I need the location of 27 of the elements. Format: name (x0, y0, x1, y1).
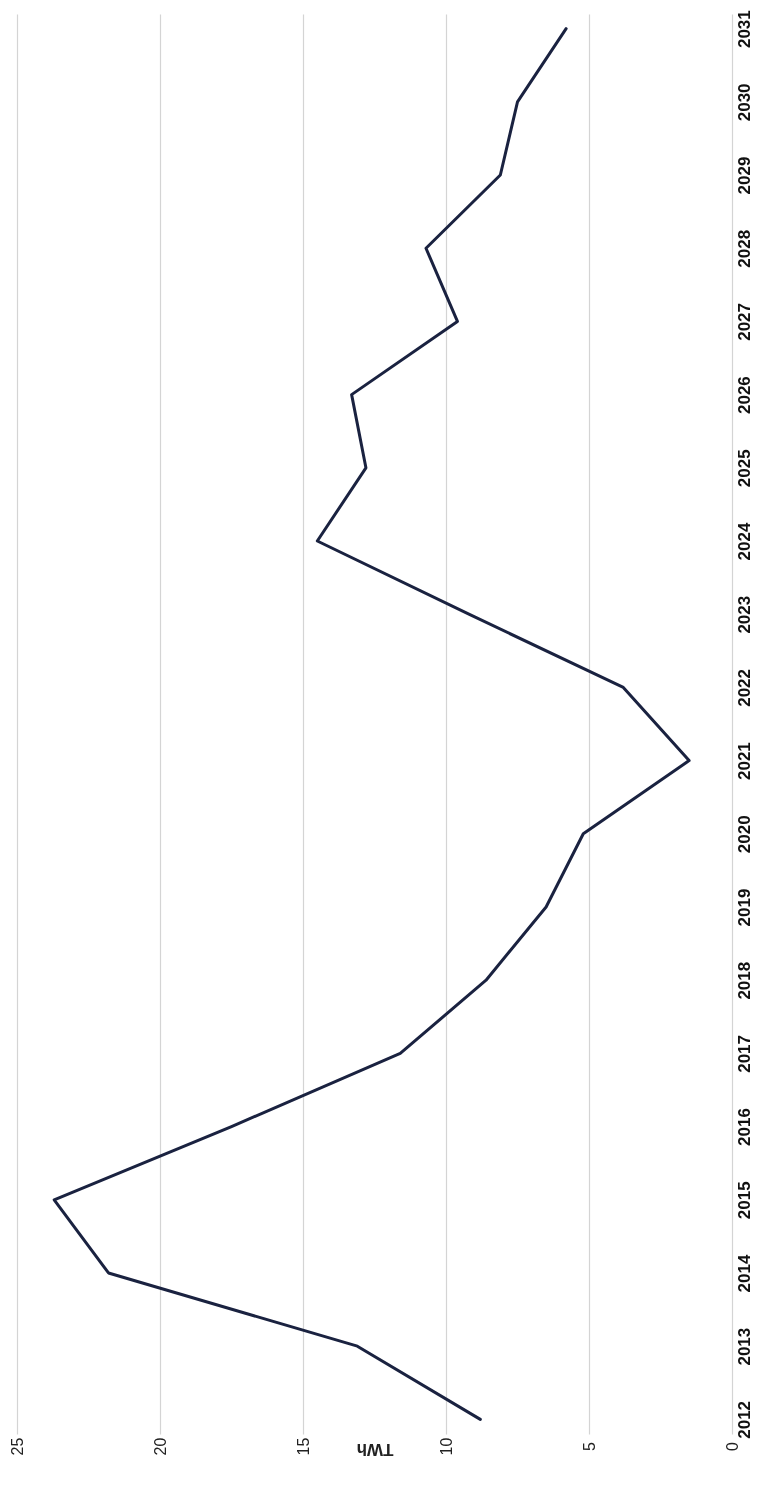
x-tick-label: 5 (580, 1441, 598, 1451)
y-tick-label: 2027 (734, 303, 754, 341)
y-tick-label: 2017 (734, 1034, 754, 1073)
y-tick-label: 2023 (734, 595, 754, 634)
x-tick-label: 20 (151, 1437, 169, 1456)
y-tick-label: 2014 (734, 1254, 754, 1293)
x-tick-label: 15 (294, 1437, 312, 1456)
y-tick-label: 2028 (734, 229, 754, 268)
x-axis-title: TWh (356, 1440, 394, 1460)
x-tick-label: 25 (8, 1437, 26, 1456)
x-tick-label: 10 (437, 1437, 455, 1456)
y-tick-label: 2020 (734, 815, 754, 854)
y-tick-label: 2030 (734, 83, 754, 122)
x-tick-label: 0 (723, 1441, 741, 1451)
y-tick-label: 2016 (734, 1108, 754, 1146)
y-tick-label: 2013 (734, 1327, 754, 1366)
y-tick-label: 2019 (734, 888, 754, 927)
y-tick-label: 2012 (734, 1400, 754, 1439)
y-tick-label: 2029 (734, 156, 754, 195)
y-tick-label: 2024 (734, 522, 754, 561)
y-tick-label: 2018 (734, 961, 754, 1000)
y-tick-label: 2025 (734, 449, 754, 488)
y-tick-label: 2015 (734, 1181, 754, 1220)
y-tick-label: 2022 (734, 668, 754, 707)
y-tick-label: 2021 (734, 742, 754, 781)
y-tick-label: 2031 (734, 10, 754, 49)
y-tick-label: 2026 (734, 376, 754, 415)
